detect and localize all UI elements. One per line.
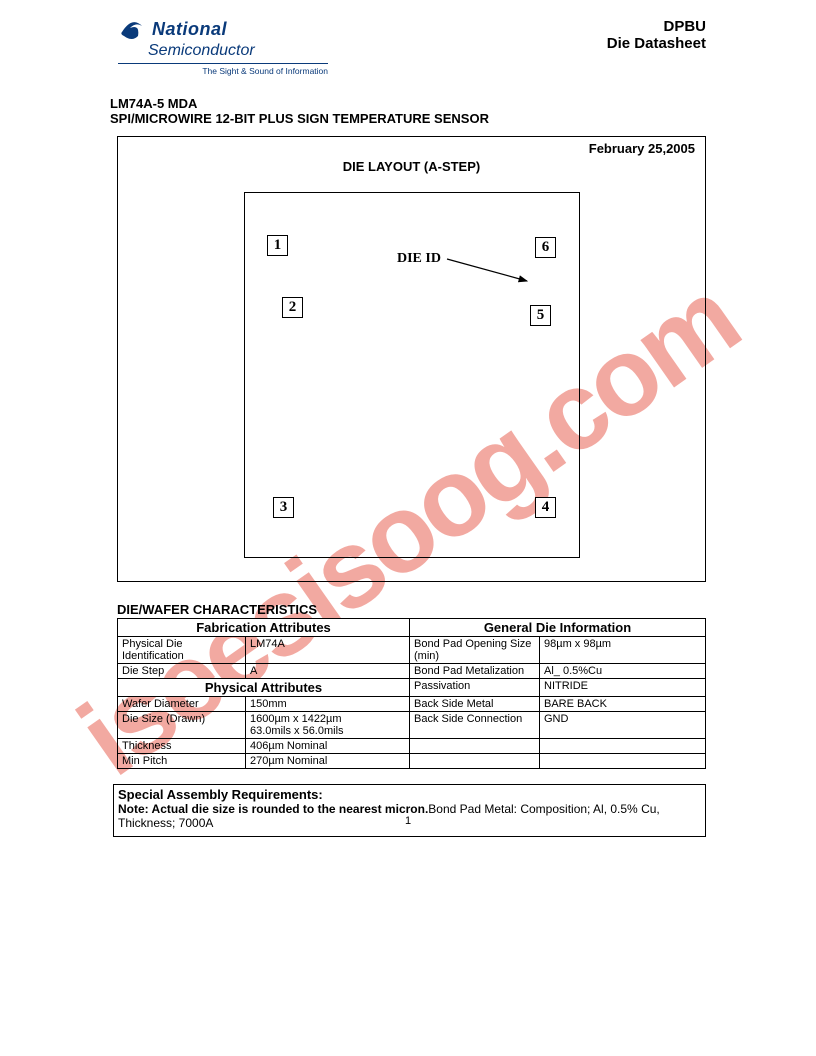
table-row: Die Size (Drawn) 1600µm x 1422µm 63.0mil…	[118, 712, 706, 739]
logo-brand-top: National	[152, 19, 227, 40]
cell-value: NITRIDE	[540, 679, 706, 697]
cell-value: 406µm Nominal	[246, 739, 410, 754]
table-row: Thickness 406µm Nominal	[118, 739, 706, 754]
header-right: DPBU Die Datasheet	[607, 14, 706, 52]
table-row: Die Step A Bond Pad Metalization Al_ 0.5…	[118, 664, 706, 679]
header-line1: DPBU	[607, 18, 706, 35]
cell-value: 1600µm x 1422µm 63.0mils x 56.0mils	[246, 712, 410, 739]
bond-pad-3: 3	[273, 497, 294, 518]
cell-label: Back Side Connection	[410, 712, 540, 739]
cell-value: LM74A	[246, 637, 410, 664]
layout-date: February 25,2005	[589, 141, 695, 156]
bond-pad-4: 4	[535, 497, 556, 518]
cell-label: Thickness	[118, 739, 246, 754]
logo-tagline: The Sight & Sound of Information	[118, 66, 328, 76]
table-row: Physical Die Identification LM74A Bond P…	[118, 637, 706, 664]
cell-label: Die Step	[118, 664, 246, 679]
cell-value: 150mm	[246, 697, 410, 712]
cell-empty	[540, 754, 706, 769]
part-number: LM74A-5 MDA	[110, 96, 816, 111]
cell-label: Die Size (Drawn)	[118, 712, 246, 739]
table-row: Min Pitch 270µm Nominal	[118, 754, 706, 769]
logo-block: National Semiconductor The Sight & Sound…	[118, 14, 328, 76]
assembly-note-bold: Note: Actual die size is rounded to the …	[118, 802, 428, 816]
physical-attributes-header: Physical Attributes	[118, 679, 410, 697]
die-outline: DIE ID 1 2 3 4 5 6	[244, 192, 580, 558]
cell-empty	[410, 739, 540, 754]
die-layout-frame: February 25,2005 DIE LAYOUT (A-STEP) DIE…	[117, 136, 706, 582]
cell-value: GND	[540, 712, 706, 739]
cell-label: Min Pitch	[118, 754, 246, 769]
logo-brand-bottom: Semiconductor	[148, 42, 328, 60]
fab-attributes-header: Fabrication Attributes	[118, 619, 410, 637]
die-id-label: DIE ID	[397, 251, 441, 267]
table-header-row: Fabrication Attributes General Die Infor…	[118, 619, 706, 637]
part-block: LM74A-5 MDA SPI/MICROWIRE 12-BIT PLUS SI…	[0, 76, 816, 132]
table-row: Wafer Diameter 150mm Back Side Metal BAR…	[118, 697, 706, 712]
cell-value: 270µm Nominal	[246, 754, 410, 769]
cell-value: 98µm x 98µm	[540, 637, 706, 664]
part-description: SPI/MICROWIRE 12-BIT PLUS SIGN TEMPERATU…	[110, 111, 816, 126]
cell-label: Back Side Metal	[410, 697, 540, 712]
assembly-requirements-box: Special Assembly Requirements: Note: Act…	[113, 784, 706, 837]
characteristics-table: Fabrication Attributes General Die Infor…	[117, 618, 706, 769]
characteristics-title: DIE/WAFER CHARACTERISTICS	[117, 602, 816, 617]
bond-pad-2: 2	[282, 297, 303, 318]
cell-label: Wafer Diameter	[118, 697, 246, 712]
cell-empty	[540, 739, 706, 754]
logo-divider	[118, 63, 328, 64]
cell-label: Physical Die Identification	[118, 637, 246, 664]
page-number: 1	[0, 815, 816, 827]
header-row: National Semiconductor The Sight & Sound…	[0, 14, 816, 76]
die-id-arrow-icon	[445, 255, 535, 289]
cell-value: BARE BACK	[540, 697, 706, 712]
bond-pad-1: 1	[267, 235, 288, 256]
cell-empty	[410, 754, 540, 769]
cell-label: Bond Pad Opening Size (min)	[410, 637, 540, 664]
table-row: Physical Attributes Passivation NITRIDE	[118, 679, 706, 697]
cell-value: Al_ 0.5%Cu	[540, 664, 706, 679]
cell-label: Passivation	[410, 679, 540, 697]
die-info-header: General Die Information	[410, 619, 706, 637]
bond-pad-5: 5	[530, 305, 551, 326]
assembly-title: Special Assembly Requirements:	[118, 787, 701, 802]
header-line2: Die Datasheet	[607, 35, 706, 52]
bond-pad-6: 6	[535, 237, 556, 258]
cell-label: Bond Pad Metalization	[410, 664, 540, 679]
logo-swirl-icon	[118, 14, 146, 44]
cell-value: A	[246, 664, 410, 679]
